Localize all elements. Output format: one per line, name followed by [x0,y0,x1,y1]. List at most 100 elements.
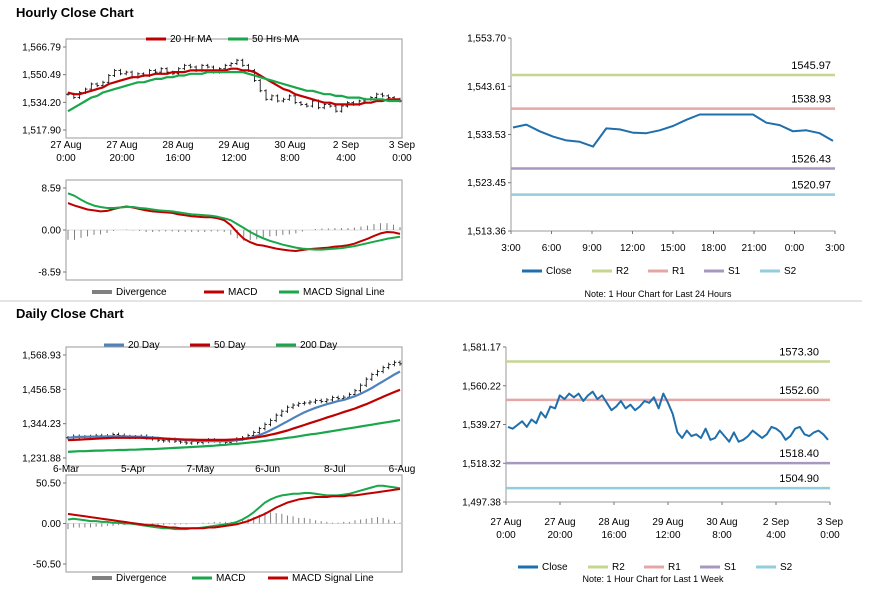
legend-label-divergence: Divergence [116,573,167,584]
x-tick-label: 12:00 [221,153,246,164]
y-tick-label: 1,344.23 [22,419,61,430]
y-tick-label: 0.00 [42,519,62,530]
x-tick-label: 6-Mar [53,464,80,475]
legend-swatch-divergence [92,576,112,580]
legend-label-50-hrs-ma: 50 Hrs MA [252,34,300,45]
y-tick-label: 1,543.61 [467,82,506,93]
x-tick-label: 16:00 [165,153,190,164]
x-tick-label: 8:00 [712,530,732,541]
x-tick-label: 20:00 [109,153,134,164]
x-tick-label: 8-Jul [324,464,346,475]
y-tick-label: 1,581.17 [462,343,501,354]
legend-label-s1: S1 [724,562,737,573]
legend-label-s2: S2 [784,266,797,277]
series-line-20-hr-ma [67,67,400,106]
y-tick-label: 1,553.70 [467,34,506,45]
x-tick-label: 3:00 [825,243,845,254]
series-line-200-day [67,419,401,453]
legend-label-200-day: 200 Day [300,340,337,351]
x-tick-label: 21:00 [741,243,766,254]
y-tick-label: 1,517.90 [22,126,61,137]
y-tick-label: 1,550.49 [22,70,61,81]
x-tick-label: 27 Aug [490,517,521,528]
x-tick-label: 3 Sep [817,517,844,528]
x-tick-label: 7-May [187,464,215,475]
level-value-label-s1: 1518.40 [779,448,819,460]
x-tick-label: 4:00 [336,153,356,164]
series-line-20-day [67,370,401,443]
y-tick-label: 1,456.58 [22,385,61,396]
legend-label-close: Close [542,562,568,573]
legend-label-s2: S2 [780,562,793,573]
daily_price-plot-frame [65,346,403,467]
x-tick-label: 12:00 [620,243,645,254]
level-value-label-s2: 1520.97 [791,180,831,192]
legend-label-r2: R2 [616,266,629,277]
legend-label-macd-signal-line: MACD Signal Line [292,573,374,584]
daily-section-title: Daily Close Chart [16,306,124,321]
y-tick-label: 1,534.20 [22,98,61,109]
x-tick-label: 16:00 [601,530,626,541]
legend-label-close: Close [546,266,572,277]
series-line-close [507,390,829,443]
x-tick-label: 30 Aug [274,140,305,151]
y-tick-label: 1,513.36 [467,227,506,238]
level-value-label-r1: 1552.60 [779,385,819,397]
x-tick-label: 2 Sep [333,140,360,151]
level-value-label-r2: 1573.30 [779,347,819,359]
x-tick-label: 9:00 [582,243,602,254]
x-tick-label: 4:00 [766,530,786,541]
legend-label-s1: S1 [728,266,741,277]
legend-label-divergence: Divergence [116,287,167,298]
y-tick-label: 0.00 [42,226,62,237]
level-value-label-r1: 1538.93 [791,94,831,106]
y-tick-label: 1,231.88 [22,454,61,465]
y-tick-label: 1,523.45 [467,178,506,189]
legend-label-20-hr-ma: 20 Hr MA [170,34,213,45]
y-tick-label: 50.50 [36,479,61,490]
x-tick-label: 28 Aug [598,517,629,528]
legend-label-r2: R2 [612,562,625,573]
charts-group: 1,566.79 1,550.49 1,534.20 1,517.90 27 Aug 0:… [22,34,845,585]
x-tick-label: 0:00 [785,243,805,254]
level-value-label-s2: 1504.90 [779,473,819,485]
x-tick-label: 5-Apr [121,464,146,475]
legend-label-macd: MACD [216,573,245,584]
legend-label-50-day: 50 Day [214,340,246,351]
x-tick-label: 20:00 [547,530,572,541]
x-tick-label: 29 Aug [218,140,249,151]
x-tick-label: 0:00 [392,153,412,164]
x-tick-label: 12:00 [655,530,680,541]
legend-label-r1: R1 [672,266,685,277]
x-tick-label: 15:00 [660,243,685,254]
y-tick-label: 1,560.22 [462,381,501,392]
level-value-label-r2: 1545.97 [791,60,831,72]
y-tick-label: 1,539.27 [462,420,501,431]
legend-label-macd: MACD [228,287,257,298]
y-tick-label: -8.59 [38,268,61,279]
x-tick-label: 27 Aug [106,140,137,151]
y-tick-label: 1,533.53 [467,130,506,141]
y-tick-label: 8.59 [42,184,62,195]
x-tick-label: 6-Jun [255,464,280,475]
x-tick-label: 6:00 [542,243,562,254]
level-value-label-s1: 1526.43 [791,153,831,165]
x-tick-label: 29 Aug [652,517,683,528]
x-tick-label: 27 Aug [544,517,575,528]
x-tick-label: 18:00 [701,243,726,254]
x-tick-label: 0:00 [56,153,76,164]
y-tick-label: 1,566.79 [22,43,61,54]
y-tick-label: 1,497.38 [462,498,501,509]
chart-note: Note: 1 Hour Chart for Last 24 Hours [584,289,732,299]
y-tick-label: -50.50 [33,560,62,571]
x-tick-label: 30 Aug [706,517,737,528]
legend-swatch-divergence [92,290,112,294]
series-line-macd [67,484,401,531]
hourly-section-title: Hourly Close Chart [16,5,134,20]
x-tick-label: 0:00 [496,530,516,541]
x-tick-label: 3:00 [501,243,521,254]
x-tick-label: 2 Sep [763,517,790,528]
legend-label-20-day: 20 Day [128,340,160,351]
y-tick-label: 1,568.93 [22,351,61,362]
